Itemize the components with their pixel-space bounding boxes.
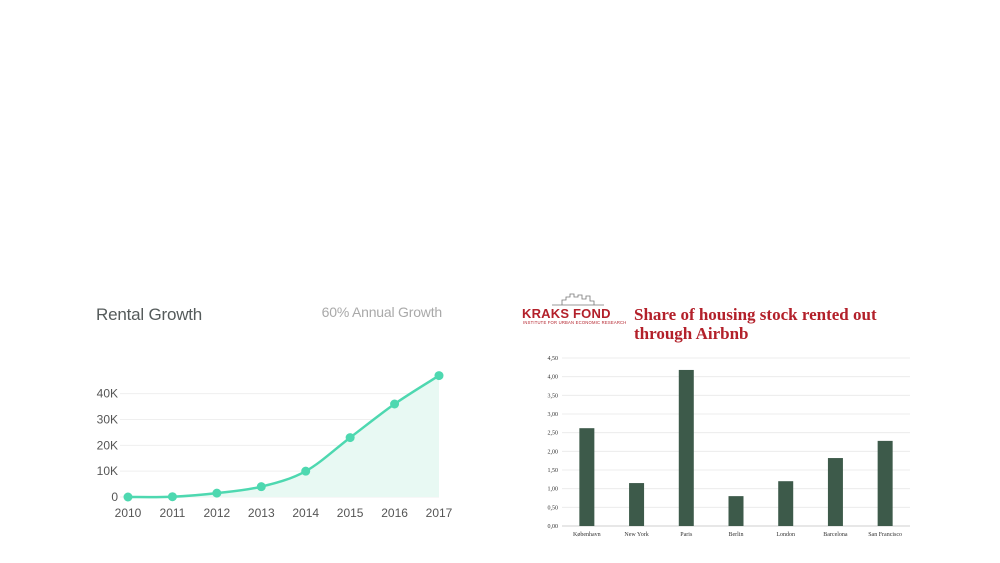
chart-title: Rental Growth [96, 305, 203, 324]
y-tick-label: 0,00 [548, 524, 559, 530]
x-tick-label: 2014 [292, 506, 319, 520]
logo-subtitle: INSTITUTE FOR URBAN ECONOMIC RESEARCH [523, 320, 627, 325]
bar [678, 369, 694, 526]
y-tick-label: 2,50 [548, 431, 559, 437]
y-tick-label: 0 [111, 490, 118, 504]
y-tick-label: 1,50 [548, 468, 559, 474]
data-point [345, 433, 355, 443]
data-point [301, 466, 311, 476]
x-tick-label: 2012 [204, 506, 231, 520]
y-tick-label: 10K [97, 464, 118, 478]
x-tick-label: Berlin [729, 532, 744, 538]
chart-title: Share of housing stock rented out throug… [634, 305, 877, 343]
y-tick-label: 4,00 [548, 375, 559, 381]
y-tick-label: 4,50 [548, 356, 559, 362]
x-tick-label: Barcelona [823, 532, 848, 538]
bar [629, 483, 645, 526]
x-tick-label: 2015 [337, 506, 364, 520]
x-tick-label: 2010 [115, 506, 142, 520]
y-tick-label: 20K [97, 438, 118, 452]
x-tick-label: San Francisco [868, 532, 902, 538]
logo-name: KRAKS FOND [522, 306, 611, 321]
rental-growth-chart: Rental Growth 60% Annual Growth 0 10K 20K 3… [80, 290, 460, 530]
x-tick-label: 2011 [160, 506, 186, 520]
y-tick-label: 3,00 [548, 412, 559, 418]
data-point [390, 399, 400, 409]
bar [728, 496, 744, 526]
x-tick-label: London [776, 532, 795, 538]
x-tick-label: 2017 [426, 506, 453, 520]
y-tick-label: 2,00 [548, 449, 559, 455]
rental-plot: 0 10K 20K 30K 40K 2010 2011 2012 2013 2014 2015 201… [97, 371, 453, 520]
data-point [167, 492, 177, 502]
y-tick-label: 3,50 [548, 393, 559, 399]
x-tick-label: 2016 [381, 506, 408, 520]
bar [778, 481, 794, 526]
x-tick-label: 2013 [248, 506, 275, 520]
x-tick-label: New York [624, 532, 648, 538]
bar [827, 458, 843, 526]
x-tick-label: København [573, 532, 601, 538]
bar [579, 428, 595, 526]
x-tick-label: Paris [680, 532, 693, 538]
y-tick-label: 1,00 [548, 487, 559, 493]
data-point [123, 492, 133, 502]
y-tick-label: 40K [97, 387, 118, 401]
y-tick-label: 0,50 [548, 505, 559, 511]
y-tick-label: 30K [97, 413, 118, 427]
kraks-fond-logo: KRAKS FOND INSTITUTE FOR URBAN ECONOMIC … [522, 292, 628, 328]
data-point [434, 371, 444, 381]
chart-subtitle: 60% Annual Growth [321, 304, 443, 320]
data-point [212, 488, 222, 498]
airbnb-share-chart: KRAKS FOND INSTITUTE FOR URBAN ECONOMIC … [518, 290, 918, 550]
bar [877, 440, 893, 526]
skyline-icon [552, 293, 604, 306]
airbnb-plot: 0,00 0,50 1,00 1,50 2,00 2,50 3,00 3,50 4,00 4,50… [548, 356, 910, 538]
area-fill [128, 375, 439, 498]
data-point [256, 482, 266, 492]
